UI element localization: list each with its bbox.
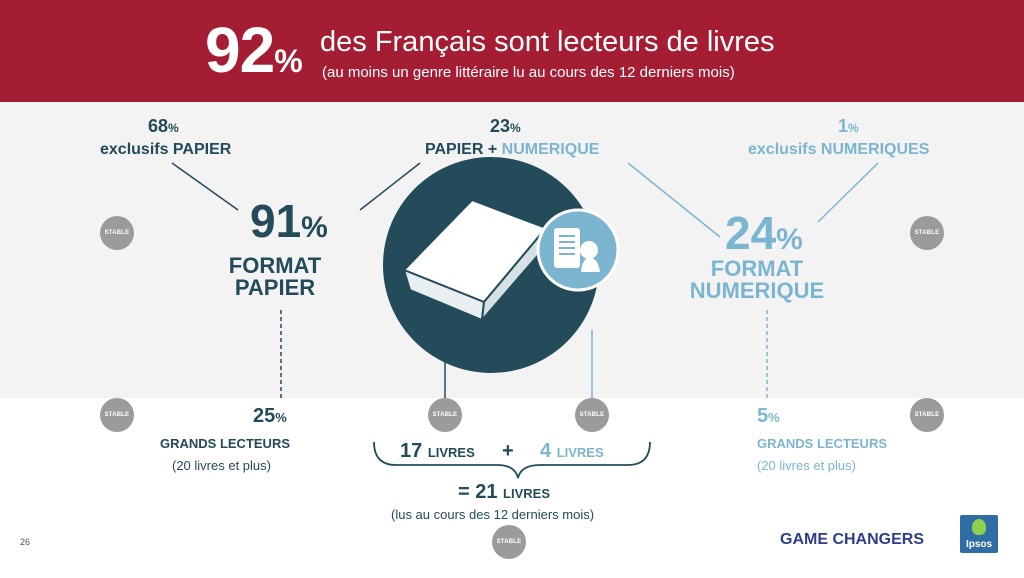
total-books: = 21 LIVRES — [458, 481, 551, 503]
headline-subtext: (au moins un genre littéraire lu au cour… — [322, 64, 735, 81]
logo-leaf-icon — [972, 519, 986, 535]
digital-format-percent: 24% — [725, 207, 803, 259]
center-both-percent: 23% — [490, 116, 521, 136]
headline-percent: 92% — [205, 14, 303, 86]
digital-format-label: FORMAT NUMERIQUE — [689, 256, 825, 303]
left-grands-lecteurs-label: GRANDS LECTEURS — [160, 436, 291, 451]
ebook-reader-icon — [554, 228, 600, 272]
headline-text: des Français sont lecteurs de livres — [320, 26, 775, 58]
books-plus-sign: + — [502, 440, 514, 462]
left-grands-lecteurs-percent: 25% — [253, 405, 287, 427]
total-books-sub: (lus au cours des 12 derniers mois) — [391, 507, 595, 522]
digital-books-count: 4 LIVRES — [540, 440, 604, 462]
stable-badge: STABLE — [910, 398, 944, 432]
right-connector-line — [817, 162, 879, 223]
paper-books-count: 17 LIVRES — [400, 440, 475, 462]
brace-line — [373, 441, 651, 479]
paper-format-percent: 91% — [250, 195, 328, 247]
page-number: 26 — [20, 537, 31, 547]
left-grands-lecteurs-sub: (20 livres et plus) — [172, 458, 271, 473]
left-exclusive-label: exclusifs PAPIER — [100, 141, 232, 158]
center-both-label: PAPIER + NUMERIQUE — [425, 141, 600, 158]
book-illustration — [383, 157, 620, 373]
stable-badge: STABLE — [910, 216, 944, 250]
left-connector-line — [171, 162, 239, 211]
stable-badge: STABLE — [428, 398, 462, 432]
paper-format-label: FORMAT PAPIER — [228, 253, 322, 300]
right-grands-lecteurs-sub: (20 livres et plus) — [757, 458, 856, 473]
right-grands-lecteurs-percent: 5% — [757, 405, 780, 427]
center-left-connector-line — [359, 162, 421, 211]
header-banner — [0, 0, 1024, 102]
stable-badge: STABLE — [492, 525, 526, 559]
stable-badge: STABLE — [100, 216, 134, 250]
stable-badge: STABLE — [575, 398, 609, 432]
right-exclusive-label: exclusifs NUMERIQUES — [748, 141, 930, 158]
right-exclusive-percent: 1% — [838, 116, 859, 136]
game-changers-tagline: GAME CHANGERS — [780, 531, 925, 548]
ipsos-logo: Ipsos — [960, 515, 998, 553]
right-grands-lecteurs-label: GRANDS LECTEURS — [757, 436, 888, 451]
left-exclusive-percent: 68% — [148, 116, 179, 136]
center-right-connector-line — [627, 162, 721, 238]
stable-badge: STABLE — [100, 398, 134, 432]
